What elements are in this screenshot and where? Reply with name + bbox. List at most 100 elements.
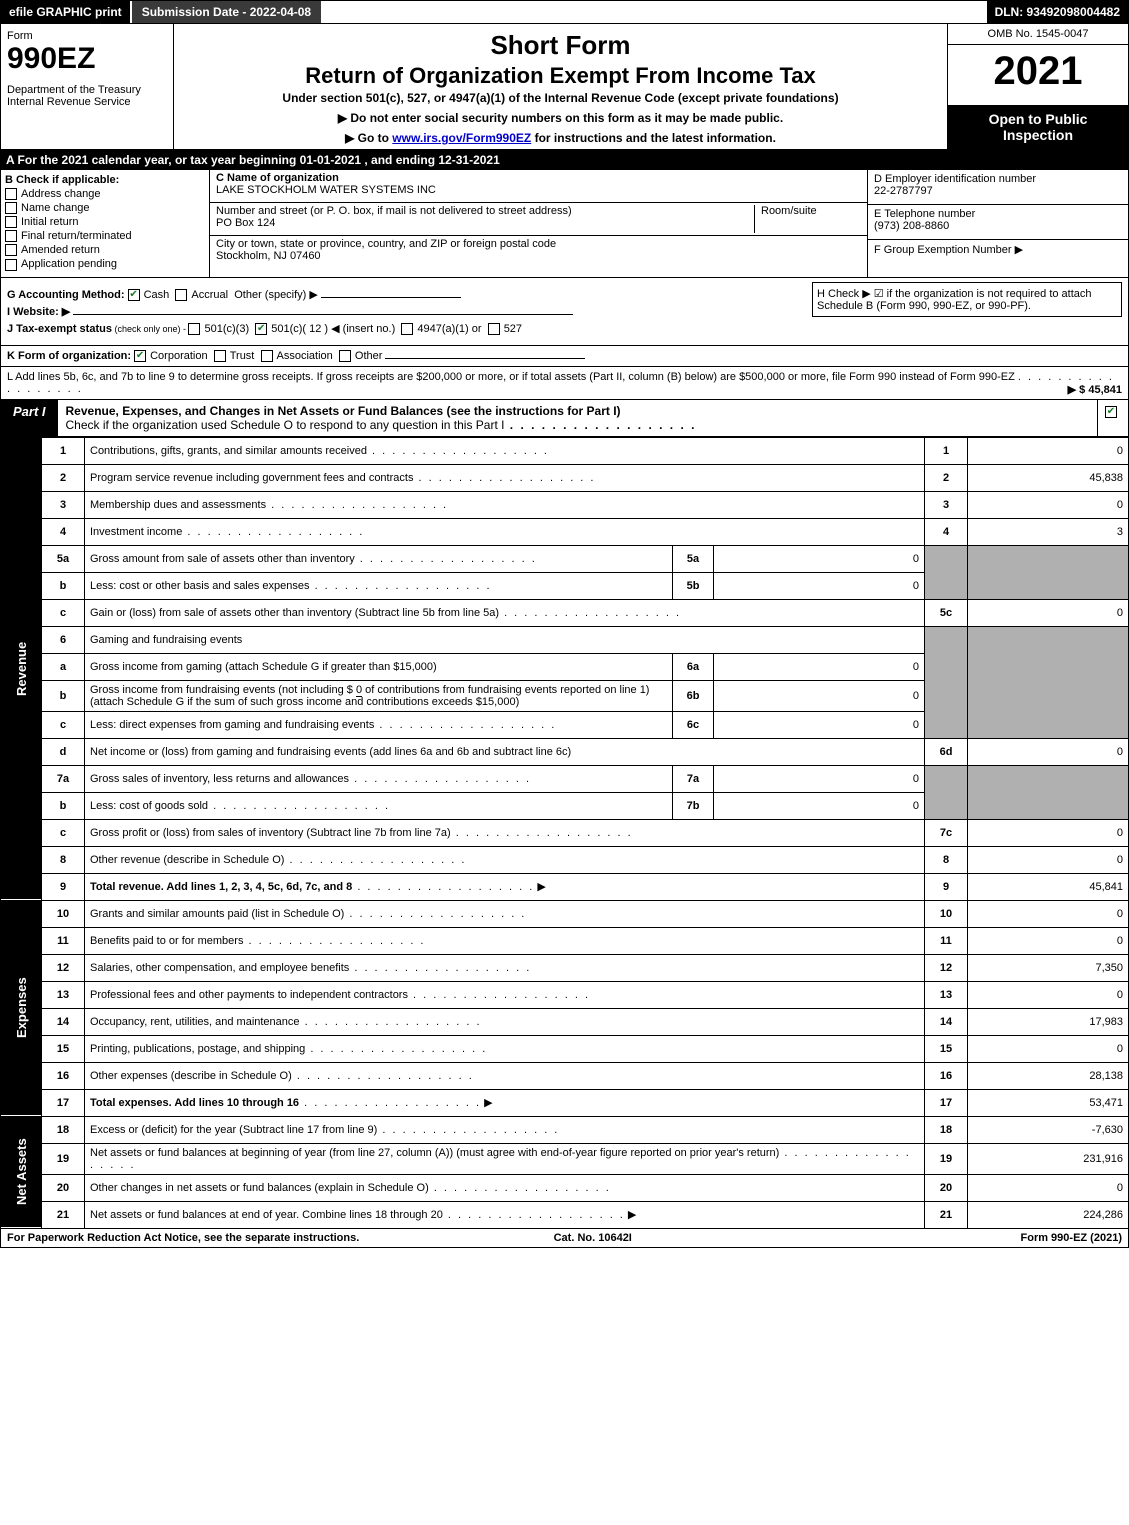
- line-num: 11: [42, 927, 85, 954]
- line-num: 18: [42, 1116, 85, 1143]
- chk-assoc-icon[interactable]: [261, 350, 273, 362]
- out-val: 45,841: [968, 873, 1129, 900]
- checkbox-icon[interactable]: [5, 188, 17, 200]
- l-value: ▶ $ 45,841: [1068, 383, 1122, 396]
- chk-final-return[interactable]: Final return/terminated: [5, 230, 205, 242]
- line-num: 17: [42, 1089, 85, 1116]
- chk-name-change[interactable]: Name change: [5, 202, 205, 214]
- checkbox-icon[interactable]: [5, 244, 17, 256]
- org-name: LAKE STOCKHOLM WATER SYSTEMS INC: [216, 184, 436, 196]
- line-num: c: [42, 599, 85, 626]
- table-row: 11 Benefits paid to or for members 11 0: [1, 927, 1129, 954]
- checkbox-icon[interactable]: [5, 230, 17, 242]
- line-num: b: [42, 680, 85, 711]
- part1-title-text: Revenue, Expenses, and Changes in Net As…: [66, 404, 621, 418]
- group-exemption-row: F Group Exemption Number ▶: [868, 240, 1128, 274]
- line-num: 7a: [42, 765, 85, 792]
- line-num: 9: [42, 873, 85, 900]
- chk-amended-return[interactable]: Amended return: [5, 244, 205, 256]
- line-num: c: [42, 711, 85, 738]
- title-short-form: Short Form: [182, 30, 939, 61]
- chk-501c3-icon[interactable]: [188, 323, 200, 335]
- g-other-input[interactable]: [321, 297, 461, 298]
- table-row: Expenses 10 Grants and similar amounts p…: [1, 900, 1129, 927]
- shade-cell: [925, 765, 968, 819]
- shade-cell: [925, 626, 968, 738]
- irs-link[interactable]: www.irs.gov/Form990EZ: [392, 131, 531, 145]
- line-desc: Other revenue (describe in Schedule O): [85, 846, 925, 873]
- table-row: 3 Membership dues and assessments 3 0: [1, 491, 1129, 518]
- out-label: 9: [925, 873, 968, 900]
- goto-note: ▶ Go to www.irs.gov/Form990EZ for instru…: [182, 131, 939, 145]
- section-bcdef: B Check if applicable: Address change Na…: [0, 170, 1129, 278]
- chk-4947-icon[interactable]: [401, 323, 413, 335]
- in-label: 7b: [673, 792, 714, 819]
- out-val: 224,286: [968, 1201, 1129, 1228]
- omb-number: OMB No. 1545-0047: [948, 24, 1128, 45]
- line-desc: Excess or (deficit) for the year (Subtra…: [85, 1116, 925, 1143]
- j-label: J Tax-exempt status: [7, 323, 112, 335]
- tax-year: 2021: [948, 45, 1128, 105]
- table-row: 6 Gaming and fundraising events: [1, 626, 1129, 653]
- line-desc: Gross sales of inventory, less returns a…: [85, 765, 673, 792]
- g-accrual: Accrual: [191, 289, 228, 301]
- chk-corp-icon[interactable]: [134, 350, 146, 362]
- line-desc: Grants and similar amounts paid (list in…: [85, 900, 925, 927]
- city-row: City or town, state or province, country…: [210, 236, 867, 268]
- line-desc: Gross income from gaming (attach Schedul…: [85, 653, 673, 680]
- title-return: Return of Organization Exempt From Incom…: [182, 63, 939, 89]
- phone-label: E Telephone number: [874, 208, 975, 220]
- chk-label: Address change: [21, 188, 101, 200]
- out-label: 18: [925, 1116, 968, 1143]
- chk-other-icon[interactable]: [339, 350, 351, 362]
- chk-501c-icon[interactable]: [255, 323, 267, 335]
- in-val: 0: [714, 792, 925, 819]
- out-label: 1: [925, 437, 968, 464]
- checkbox-icon[interactable]: [5, 259, 17, 271]
- out-val: 0: [968, 1174, 1129, 1201]
- out-val: 3: [968, 518, 1129, 545]
- table-row: 21 Net assets or fund balances at end of…: [1, 1201, 1129, 1228]
- out-label: 8: [925, 846, 968, 873]
- line-desc: Gross income from fundraising events (no…: [85, 680, 673, 711]
- efile-print-label[interactable]: efile GRAPHIC print: [1, 1, 130, 23]
- col-b: B Check if applicable: Address change Na…: [1, 170, 210, 277]
- part1-schedule-o-checkbox-icon[interactable]: [1105, 406, 1117, 418]
- website-input[interactable]: [73, 314, 573, 315]
- chk-application-pending[interactable]: Application pending: [5, 258, 205, 270]
- checkbox-icon[interactable]: [5, 202, 17, 214]
- in-val: 0: [714, 572, 925, 599]
- form-number: 990EZ: [7, 42, 167, 76]
- chk-cash-icon[interactable]: [128, 289, 140, 301]
- table-row: Revenue 1 Contributions, gifts, grants, …: [1, 437, 1129, 464]
- table-row: 14 Occupancy, rent, utilities, and maint…: [1, 1008, 1129, 1035]
- k-other-input[interactable]: [385, 358, 585, 359]
- chk-accrual-icon[interactable]: [175, 289, 187, 301]
- out-val: 0: [968, 491, 1129, 518]
- line-desc: Program service revenue including govern…: [85, 464, 925, 491]
- irs-label: Internal Revenue Service: [7, 96, 167, 108]
- out-val: -7,630: [968, 1116, 1129, 1143]
- row-a-tax-year: A For the 2021 calendar year, or tax yea…: [0, 150, 1129, 170]
- dots-icon: [504, 418, 696, 432]
- chk-address-change[interactable]: Address change: [5, 188, 205, 200]
- phone-value: (973) 208-8860: [874, 220, 949, 232]
- out-val: 7,350: [968, 954, 1129, 981]
- goto-post: for instructions and the latest informat…: [531, 131, 776, 145]
- j-4947: 4947(a)(1) or: [417, 323, 481, 335]
- col-b-label: B Check if applicable:: [5, 174, 205, 186]
- in-val: 0: [714, 653, 925, 680]
- chk-label: Application pending: [21, 258, 117, 270]
- chk-527-icon[interactable]: [488, 323, 500, 335]
- line-num: 14: [42, 1008, 85, 1035]
- city-label: City or town, state or province, country…: [216, 238, 556, 250]
- chk-initial-return[interactable]: Initial return: [5, 216, 205, 228]
- row-h-schedule-b: H Check ▶ ☑ if the organization is not r…: [812, 282, 1122, 317]
- table-row: 20 Other changes in net assets or fund b…: [1, 1174, 1129, 1201]
- org-name-row: C Name of organization LAKE STOCKHOLM WA…: [210, 170, 867, 203]
- chk-trust-icon[interactable]: [214, 350, 226, 362]
- line-num: c: [42, 819, 85, 846]
- table-row: d Net income or (loss) from gaming and f…: [1, 738, 1129, 765]
- checkbox-icon[interactable]: [5, 216, 17, 228]
- in-label: 5b: [673, 572, 714, 599]
